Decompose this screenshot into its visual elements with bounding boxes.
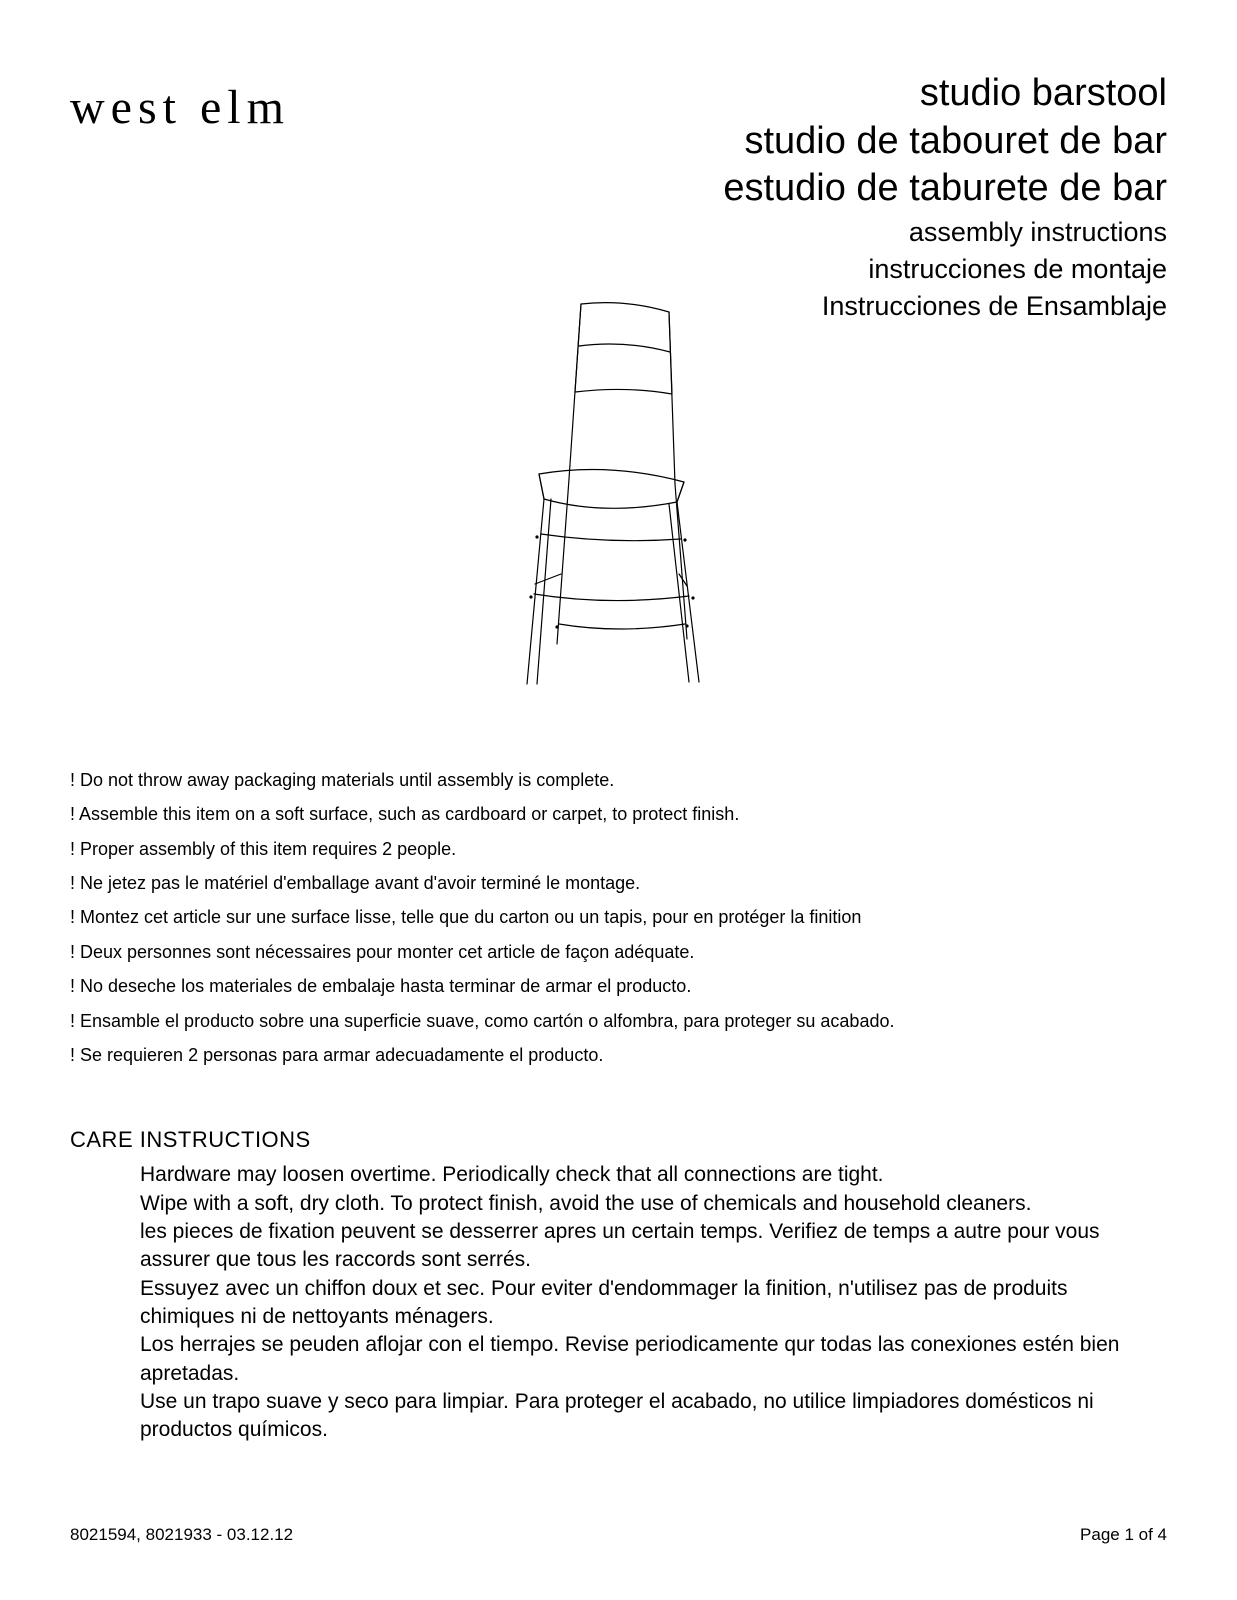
- brand-logo: west elm: [70, 80, 290, 135]
- subtitle-en: assembly instructions: [723, 215, 1167, 250]
- subtitle-fr: instrucciones de montaje: [723, 252, 1167, 287]
- warnings-list: ! Do not throw away packaging materials …: [70, 769, 1167, 1068]
- warning-item: ! Se requieren 2 personas para armar ade…: [70, 1044, 1167, 1067]
- care-body: Hardware may loosen overtime. Periodical…: [70, 1161, 1167, 1444]
- title-en: studio barstool: [723, 70, 1167, 118]
- warning-item: ! No deseche los materiales de embalaje …: [70, 975, 1167, 998]
- footer: 8021594, 8021933 - 03.12.12 Page 1 of 4: [70, 1525, 1167, 1545]
- product-illustration: [70, 284, 1167, 709]
- warning-item: ! Proper assembly of this item requires …: [70, 838, 1167, 861]
- subtitle-es: Instrucciones de Ensamblaje: [723, 289, 1167, 324]
- barstool-line-drawing-icon: [489, 284, 749, 704]
- care-line: Los herrajes se peuden aflojar con el ti…: [140, 1331, 1127, 1388]
- care-line: Use un trapo suave y seco para limpiar. …: [140, 1388, 1127, 1445]
- warning-item: ! Montez cet article sur une surface lis…: [70, 906, 1167, 929]
- title-fr: studio de tabouret de bar: [723, 118, 1167, 166]
- warning-item: ! Assemble this item on a soft surface, …: [70, 803, 1167, 826]
- title-es: estudio de taburete de bar: [723, 165, 1167, 213]
- footer-page-number: Page 1 of 4: [1080, 1525, 1167, 1545]
- care-section: CARE INSTRUCTIONS Hardware may loosen ov…: [70, 1127, 1167, 1444]
- footer-sku-date: 8021594, 8021933 - 03.12.12: [70, 1525, 293, 1545]
- care-line: les pieces de fixation peuvent se desser…: [140, 1218, 1127, 1275]
- warning-item: ! Ne jetez pas le matériel d'emballage a…: [70, 872, 1167, 895]
- warning-item: ! Deux personnes sont nécessaires pour m…: [70, 941, 1167, 964]
- care-line: Wipe with a soft, dry cloth. To protect …: [140, 1190, 1127, 1218]
- warning-item: ! Do not throw away packaging materials …: [70, 769, 1167, 792]
- care-line: Essuyez avec un chiffon doux et sec. Pou…: [140, 1275, 1127, 1332]
- care-heading: CARE INSTRUCTIONS: [70, 1127, 1167, 1153]
- title-block: studio barstool studio de tabouret de ba…: [723, 70, 1167, 324]
- care-line: Hardware may loosen overtime. Periodical…: [140, 1161, 1127, 1189]
- warning-item: ! Ensamble el producto sobre una superfi…: [70, 1010, 1167, 1033]
